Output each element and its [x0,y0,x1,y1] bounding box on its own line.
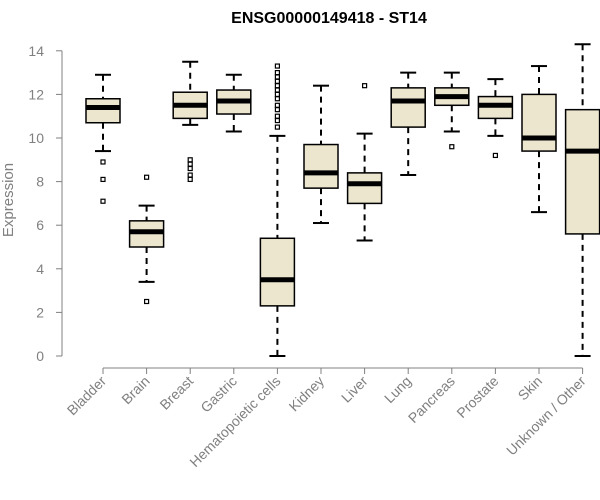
box-liver [346,83,383,242]
x-tick-label: Kidney [286,373,328,415]
outlier-point [144,298,150,305]
box-pancreas [434,71,470,150]
box-gastric [216,73,252,133]
x-tick-label: Prostate [453,373,501,421]
x-tick-label: Skin [515,373,546,404]
boxes-layer [85,43,600,357]
y-tick-label: 6 [36,217,44,233]
outlier-point [274,124,280,130]
outlier-point [274,96,280,102]
outlier-point [100,159,106,165]
x-tick-label: Liver [338,373,371,406]
x-tick-label: Gastric [197,373,240,416]
box-kidney [303,84,339,225]
outlier-point [100,176,106,183]
outlier-point [274,69,280,76]
outlier-point [492,152,498,159]
x-tick-label: Breast [156,373,196,413]
outlier-point [449,144,455,150]
outlier-point [274,74,280,80]
chart-title: ENSG00000149418 - ST14 [231,10,427,27]
y-axis-title: Expression [0,163,17,237]
x-tick-label: Bladder [64,373,110,419]
y-tick-label: 14 [28,43,44,59]
x-tick-label: Unknown / Other [503,373,589,459]
box-brain [128,174,165,305]
outlier-point [187,161,193,167]
x-tick-label: Pancreas [405,373,458,426]
y-tick-label: 4 [36,261,44,277]
outlier-point [144,174,150,180]
outlier-point [274,102,280,108]
outlier-point [274,107,280,113]
box-bladder [85,73,121,204]
y-tick-label: 10 [28,130,44,146]
outlier-point [274,87,280,93]
box-skin [521,65,557,214]
outlier-point [187,172,193,178]
y-tick-label: 0 [36,348,44,364]
box-lung [390,71,426,177]
outlier-point [274,91,280,98]
y-tick-label: 2 [36,304,44,320]
box-iqr [85,98,121,124]
box-prostate [477,78,514,159]
outlier-point [187,176,193,183]
outlier-point [187,165,193,172]
box-breast [172,60,208,183]
outlier-point [187,157,193,163]
outlier-point [274,78,280,84]
box-iqr [303,143,339,189]
box-iqr [521,93,557,152]
box-iqr [259,237,296,307]
box-iqr [390,87,426,128]
y-tick-label: 8 [36,174,44,190]
y-axis: 0 2 4 6 8 10 12 14 [28,43,63,364]
x-tick-label: Brain [118,373,152,407]
box-iqr [346,172,383,205]
y-tick-label: 12 [28,86,44,102]
box-unknown-other [564,43,600,357]
box-hematopoietic-cells [259,63,296,357]
outlier-point [274,117,280,124]
outlier-point [274,83,280,89]
box-iqr [564,108,600,235]
outlier-point [100,198,106,204]
x-tick-label: Lung [381,373,414,406]
outlier-point [274,63,280,69]
outlier-point [274,113,280,119]
outlier-point [362,83,368,89]
